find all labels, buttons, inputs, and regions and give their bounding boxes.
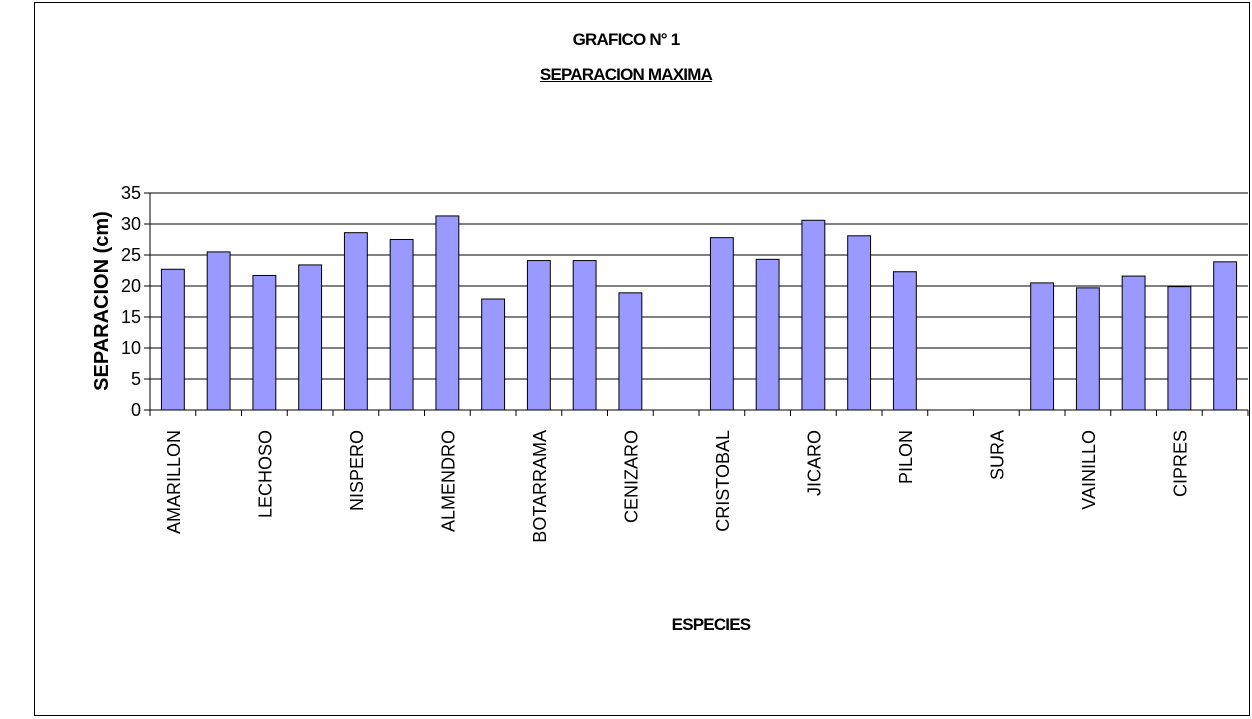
bar (252, 274, 277, 411)
bar (1075, 287, 1100, 411)
bar (389, 239, 414, 411)
x-tick-label: JICARO (804, 430, 824, 496)
bar (801, 219, 826, 411)
bar (572, 260, 597, 411)
y-tick-label: 0 (131, 400, 141, 420)
bar (298, 264, 323, 411)
chart-subtitle: SEPARACION MAXIMA (539, 65, 713, 84)
x-tick-label: PILON (896, 430, 916, 484)
bar (526, 260, 551, 411)
x-tick-label: CRISTOBAL (713, 430, 733, 532)
x-tick-label: SURA (987, 430, 1007, 480)
x-tick-label: AMARILLON (164, 430, 184, 534)
y-tick-label: 10 (121, 338, 141, 358)
bars (160, 215, 1238, 411)
x-tick-label: BOTARRAMA (530, 430, 550, 543)
y-tick-label: 30 (121, 214, 141, 234)
y-tick-labels: 0 5 10 15 20 25 30 35 (121, 183, 141, 420)
x-tick-label: LECHOSO (255, 430, 275, 518)
x-tick-labels: AMARILLON LECHOSO NISPERO ALMENDRO BOTARRAMA… (164, 430, 1191, 543)
x-tick-label: ALMENDRO (438, 430, 458, 532)
y-tick-label: 25 (121, 245, 141, 265)
x-axis-label: ESPECIES (672, 615, 751, 634)
bar (892, 271, 917, 411)
bar (1213, 261, 1238, 411)
y-tick-label: 15 (121, 307, 141, 327)
bar (481, 298, 506, 411)
x-tick-label: CENIZARO (621, 430, 641, 523)
bar (1167, 286, 1192, 411)
y-axis-label: SEPARACION (cm) (91, 211, 113, 391)
bar (755, 258, 780, 411)
gridlines (144, 192, 1248, 411)
bar (435, 215, 460, 411)
y-tick-label: 20 (121, 276, 141, 296)
bar (1030, 282, 1055, 411)
bar (847, 235, 872, 411)
bar (343, 232, 368, 411)
x-tick-label: CIPRES (1170, 430, 1190, 497)
chart-frame (34, 2, 1250, 716)
bar (618, 292, 643, 411)
bar (709, 237, 734, 411)
chart-title: GRAFICO N° 1 (572, 30, 681, 49)
axes (149, 193, 1249, 416)
bar (1121, 275, 1146, 411)
x-tick-label: NISPERO (347, 430, 367, 511)
bar (160, 268, 185, 411)
y-tick-label: 5 (131, 369, 141, 389)
y-tick-label: 35 (121, 183, 141, 203)
x-tick-label: VAINILLO (1079, 430, 1099, 510)
bar (206, 251, 231, 411)
